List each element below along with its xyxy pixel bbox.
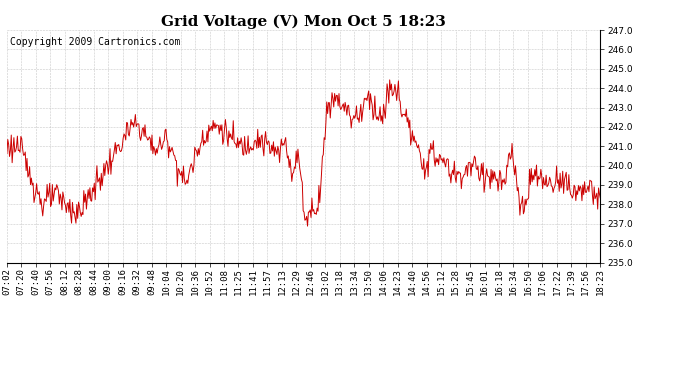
Title: Grid Voltage (V) Mon Oct 5 18:23: Grid Voltage (V) Mon Oct 5 18:23 bbox=[161, 15, 446, 29]
Text: Copyright 2009 Cartronics.com: Copyright 2009 Cartronics.com bbox=[10, 37, 180, 47]
